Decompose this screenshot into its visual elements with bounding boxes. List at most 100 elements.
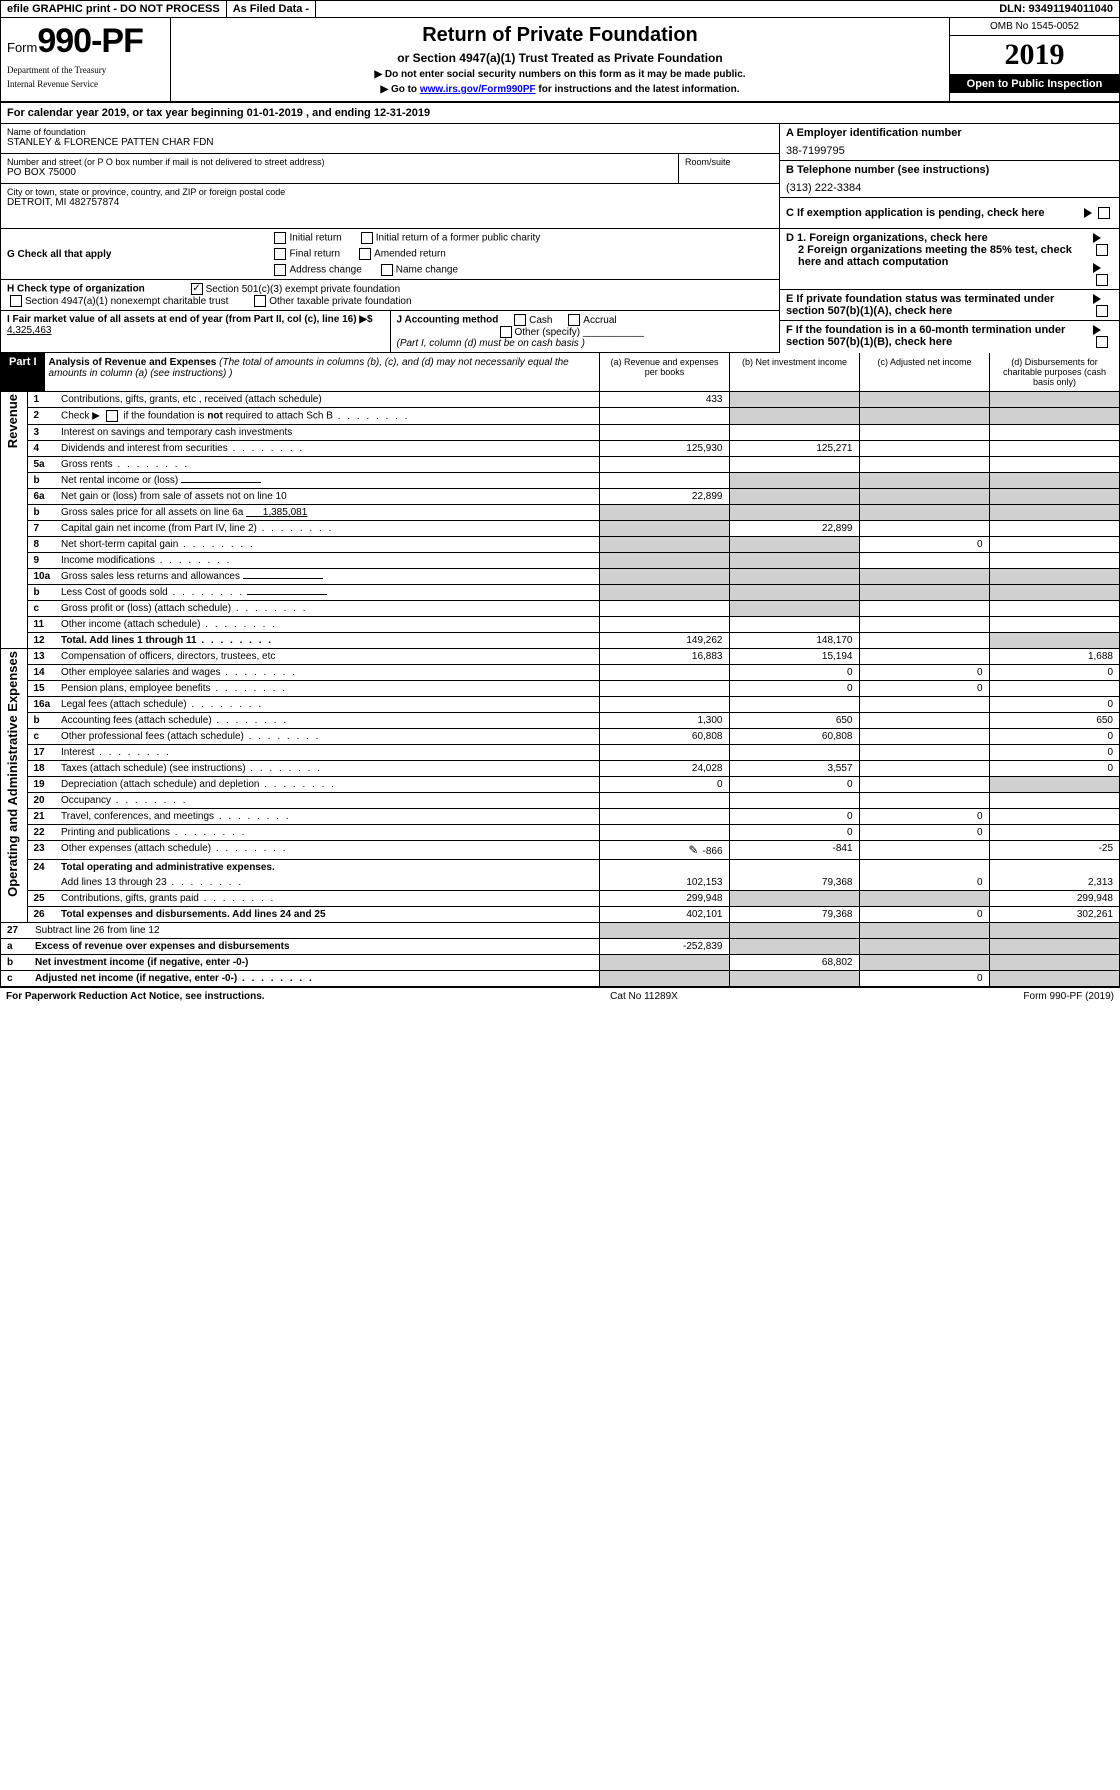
col-a-value <box>599 553 729 569</box>
col-d-value <box>989 537 1119 553</box>
line-number: 4 <box>27 441 57 457</box>
d1-checkbox[interactable] <box>1096 244 1108 256</box>
col-b-value <box>729 505 859 521</box>
city-label: City or town, state or province, country… <box>7 187 773 197</box>
f-checkbox[interactable] <box>1096 336 1108 348</box>
col-d-value <box>989 793 1119 809</box>
phone-value: (313) 222-3384 <box>786 182 1113 194</box>
omb-number: OMB No 1545-0052 <box>950 18 1119 36</box>
col-b-value: 79,368 <box>729 907 859 923</box>
footer-mid: Cat No 11289X <box>610 991 678 1002</box>
form-container: efile GRAPHIC print - DO NOT PROCESS As … <box>0 0 1120 988</box>
col-b: (b) Net investment income <box>729 353 859 391</box>
col-c-value: 0 <box>859 681 989 697</box>
line-number: 1 <box>27 392 57 408</box>
amended-checkbox[interactable] <box>359 248 371 260</box>
4947-checkbox[interactable] <box>10 295 22 307</box>
opt-name: Name change <box>396 265 458 276</box>
j-other: Other (specify) <box>515 327 581 338</box>
opt-former: Initial return of a former public charit… <box>376 233 541 244</box>
line-description: Subtract line 26 from line 12 <box>31 923 599 939</box>
line-description: Gross profit or (loss) (attach schedule) <box>57 601 599 617</box>
line-number: 9 <box>27 553 57 569</box>
c-checkbox[interactable] <box>1098 207 1110 219</box>
line-description: Total. Add lines 1 through 11 <box>57 633 599 649</box>
f-label: F If the foundation is in a 60-month ter… <box>786 324 1093 348</box>
col-a-value: 16,883 <box>599 649 729 665</box>
col-a-value: 102,153 <box>599 875 729 891</box>
city-cell: City or town, state or province, country… <box>1 184 779 214</box>
j-accrual: Accrual <box>583 315 616 326</box>
line-number: c <box>1 971 31 987</box>
initial-return-checkbox[interactable] <box>274 232 286 244</box>
col-a-value <box>599 537 729 553</box>
line-number: c <box>27 601 57 617</box>
pencil-icon[interactable]: ✎ <box>688 843 698 857</box>
checks-region: G Check all that apply Initial return In… <box>1 229 1119 353</box>
col-c-value: 0 <box>859 875 989 891</box>
line-description: Other employee salaries and wages <box>57 665 599 681</box>
line-description: Check ▶ if the foundation is not require… <box>57 408 599 425</box>
phone-label: B Telephone number (see instructions) <box>786 164 1113 176</box>
col-c-value <box>859 841 989 860</box>
col-c-value <box>859 860 989 876</box>
col-c: (c) Adjusted net income <box>859 353 989 391</box>
col-c-value <box>859 939 989 955</box>
cal-begin: 01-01-2019 <box>247 107 303 119</box>
line-number: 24 <box>27 860 57 876</box>
col-d-value <box>989 860 1119 876</box>
irs-link[interactable]: www.irs.gov/Form990PF <box>420 84 536 95</box>
dept-treasury: Department of the Treasury <box>7 65 164 75</box>
col-d: (d) Disbursements for charitable purpose… <box>989 353 1119 391</box>
ein-value: 38-7199795 <box>786 145 1113 157</box>
ij-row: I Fair market value of all assets at end… <box>1 311 779 353</box>
col-b-value <box>729 971 859 987</box>
other-taxable-checkbox[interactable] <box>254 295 266 307</box>
dln: DLN: 93491194011040 <box>993 1 1119 17</box>
col-a-value <box>599 521 729 537</box>
footer-right: Form 990-PF (2019) <box>1023 991 1114 1002</box>
line-description: Occupancy <box>57 793 599 809</box>
line-number: 7 <box>27 521 57 537</box>
cal-mid: , and ending <box>303 107 374 119</box>
e-cell: E If private foundation status was termi… <box>780 290 1119 321</box>
initial-former-checkbox[interactable] <box>361 232 373 244</box>
d1-label: D 1. Foreign organizations, check here <box>786 232 988 244</box>
col-c-value <box>859 649 989 665</box>
501c3-checkbox[interactable]: ✓ <box>191 283 203 295</box>
col-a-value: ✎-866 <box>599 841 729 860</box>
col-b-value <box>729 569 859 585</box>
col-c-value <box>859 441 989 457</box>
col-c-value <box>859 473 989 489</box>
instr2-post: for instructions and the latest informat… <box>536 84 740 95</box>
col-a-value <box>599 617 729 633</box>
col-d-value <box>989 617 1119 633</box>
accrual-checkbox[interactable] <box>568 314 580 326</box>
col-b-value <box>729 408 859 425</box>
line-number: 5a <box>27 457 57 473</box>
final-return-checkbox[interactable] <box>274 248 286 260</box>
col-b-value <box>729 745 859 761</box>
col-c-value: 0 <box>859 825 989 841</box>
ein-label: A Employer identification number <box>786 127 1113 139</box>
d2-checkbox[interactable] <box>1096 274 1108 286</box>
line-number: 8 <box>27 537 57 553</box>
cash-checkbox[interactable] <box>514 314 526 326</box>
col-a-value <box>599 860 729 876</box>
opt-amended: Amended return <box>374 249 446 260</box>
other-method-checkbox[interactable] <box>500 326 512 338</box>
address-change-checkbox[interactable] <box>274 264 286 276</box>
col-a-value <box>599 809 729 825</box>
e-checkbox[interactable] <box>1096 305 1108 317</box>
col-a-value: 433 <box>599 392 729 408</box>
name-change-checkbox[interactable] <box>381 264 393 276</box>
col-b-value <box>729 537 859 553</box>
col-d-value <box>989 601 1119 617</box>
col-c-value <box>859 891 989 907</box>
col-d-value <box>989 441 1119 457</box>
col-c-value <box>859 585 989 601</box>
exemption-cell: C If exemption application is pending, c… <box>780 198 1119 228</box>
name-label: Name of foundation <box>7 127 773 137</box>
col-a-value <box>599 425 729 441</box>
col-d-value <box>989 457 1119 473</box>
